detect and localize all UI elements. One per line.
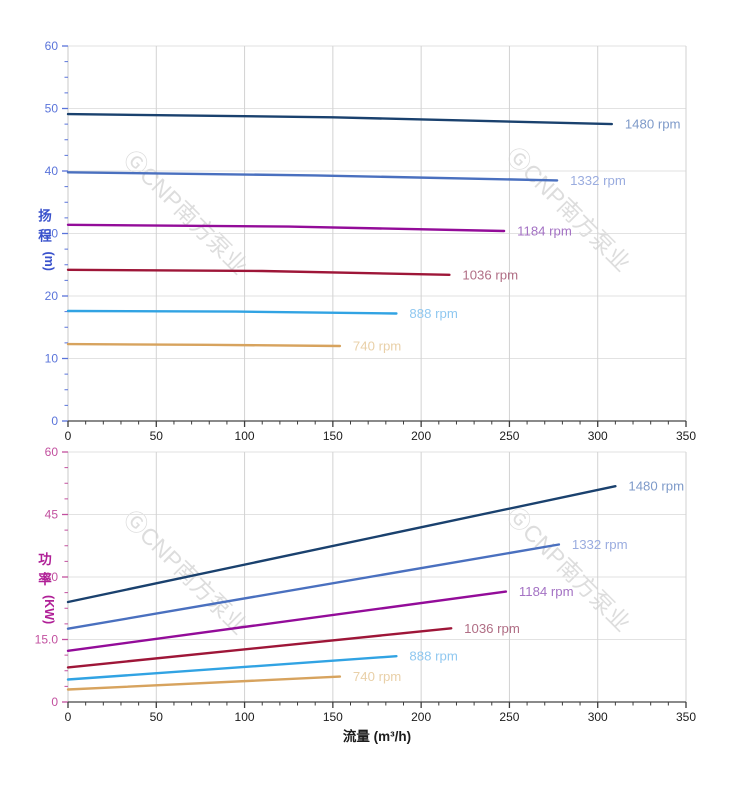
x-tick-label: 150 [323,710,343,724]
y-tick-label: 0 [51,414,58,428]
curve-label-888-rpm: 888 rpm [409,306,457,321]
curve-740-rpm [66,342,342,348]
watermark: ⒼCNP南方泵业 [502,502,636,636]
y-axis: 0 10 20 30 40 50 60 扬程 (m) [38,39,69,428]
curve-label-1332-rpm: 1332 rpm [572,537,628,552]
x-tick-label: 300 [588,710,608,724]
curve-label-1184-rpm: 1184 rpm [517,224,572,239]
x-tick-label: 100 [235,710,255,724]
watermark: ⒼCNP南方泵业 [119,145,253,279]
x-axis: 0 50 100 150 200 250 300 350 [65,420,696,443]
x-tick-label: 0 [65,710,72,724]
curve-1184-rpm [66,590,508,652]
x-axis: 0 50 100 150 200 250 300 350 流量 (m³/h) [65,701,696,744]
y-axis-title: 扬程 (m) [38,208,56,271]
y-axis-title-char: 率 [38,571,52,587]
y-tick-label: 30 [45,227,59,241]
x-tick-label: 200 [411,710,431,724]
curve-label-1036-rpm: 1036 rpm [464,621,520,636]
y-tick-label: 20 [45,289,59,303]
curve-740-rpm [66,675,342,691]
x-tick-label: 100 [235,429,255,443]
x-tick-label: 150 [323,429,343,443]
curve-1036-rpm [66,627,453,669]
x-tick-label: 50 [150,710,164,724]
y-tick-label: 40 [45,164,59,178]
gridlines [68,451,687,702]
curve-label-1332-rpm: 1332 rpm [570,173,626,188]
curve-label-1184-rpm: 1184 rpm [519,584,574,599]
curve-1332-rpm [66,171,559,182]
x-axis-title: 流量 (m³/h) [343,728,411,744]
curve-1332-rpm [66,543,561,630]
curve-888-rpm [66,655,398,681]
x-tick-label: 50 [150,429,164,443]
curve-label-740-rpm: 740 rpm [353,669,401,684]
watermark: ⒼCNP南方泵业 [119,505,253,639]
curve-label-888-rpm: 888 rpm [409,649,457,664]
y-tick-label: 60 [45,39,59,53]
y-axis-title-char: 扬 [38,208,52,224]
curve-1184-rpm [66,223,506,233]
y-tick-label: 0 [51,695,58,709]
curve-label-740-rpm: 740 rpm [353,339,401,354]
y-tick-label: 15.0 [35,633,59,647]
gridlines [68,45,687,421]
y-tick-label: 45 [45,508,59,522]
watermark-layer: ⒼCNP南方泵业 ⒼCNP南方泵业 ⒼCNP南方泵业 ⒼCNP南方泵业 [119,142,636,639]
y-axis-title-char: 程 [38,229,52,244]
x-tick-label: 350 [676,710,696,724]
head-chart: 0 10 20 30 40 50 60 扬程 (m) 0 50 100 150 200 250 300 350 1… [38,39,696,443]
curve-label-1480-rpm: 1480 rpm [628,479,684,494]
x-tick-label: 0 [65,429,72,443]
series-layer: 1480 rpm 1332 rpm 1184 rpm 1036 rpm 888 rpm 7… [66,112,681,354]
x-tick-label: 300 [588,429,608,443]
x-tick-label: 250 [499,710,519,724]
curve-1480-rpm [66,485,617,604]
curve-label-1036-rpm: 1036 rpm [462,267,518,282]
curve-888-rpm [66,309,398,315]
y-axis-title: 功率 (KW) [38,552,56,624]
curve-1480-rpm [66,112,613,126]
y-axis-title-unit: (m) [42,252,56,271]
power-chart: 0 15.0 30 45 60 功率 (KW) 0 50 100 150 200 250 300 350 流量… [35,445,697,744]
watermark: ⒼCNP南方泵业 [502,142,636,276]
curve-label-1480-rpm: 1480 rpm [625,117,681,132]
curve-1036-rpm [66,268,451,276]
series-layer: 1480 rpm 1332 rpm 1184 rpm 1036 rpm 888 rpm 7… [66,479,684,691]
x-tick-label: 250 [499,429,519,443]
y-tick-label: 50 [45,102,59,116]
x-tick-label: 200 [411,429,431,443]
y-axis-title-char: 功 [38,552,52,567]
y-tick-label: 30 [45,570,59,584]
y-axis: 0 15.0 30 45 60 功率 (KW) [35,445,69,709]
x-tick-label: 350 [676,429,696,443]
y-tick-label: 10 [45,352,59,366]
y-axis-title-unit: (KW) [42,595,56,624]
y-tick-label: 60 [45,445,59,459]
